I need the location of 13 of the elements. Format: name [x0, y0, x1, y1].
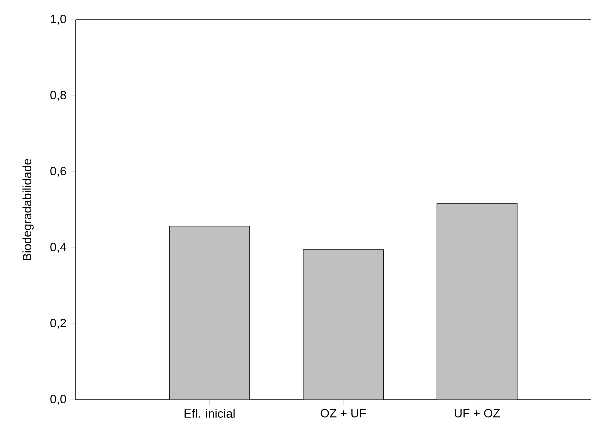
y-tick-label: 0,6: [50, 167, 66, 177]
x-tick-label: OZ + UF: [320, 409, 366, 418]
x-tick-label: UF + OZ: [455, 409, 500, 418]
y-tick-label: 0,0: [50, 395, 66, 405]
x-tick-label: Efl. inicial: [184, 409, 235, 418]
bar: [303, 250, 384, 400]
y-tick-label: 0,8: [50, 91, 66, 101]
y-tick-label: 0,4: [50, 243, 66, 253]
bar: [169, 226, 250, 400]
y-axis-title: Biodegradabilidade: [22, 159, 34, 260]
y-tick-label: 1,0: [51, 15, 66, 25]
bar: [436, 203, 518, 400]
y-tick-label: 0,2: [50, 319, 66, 329]
